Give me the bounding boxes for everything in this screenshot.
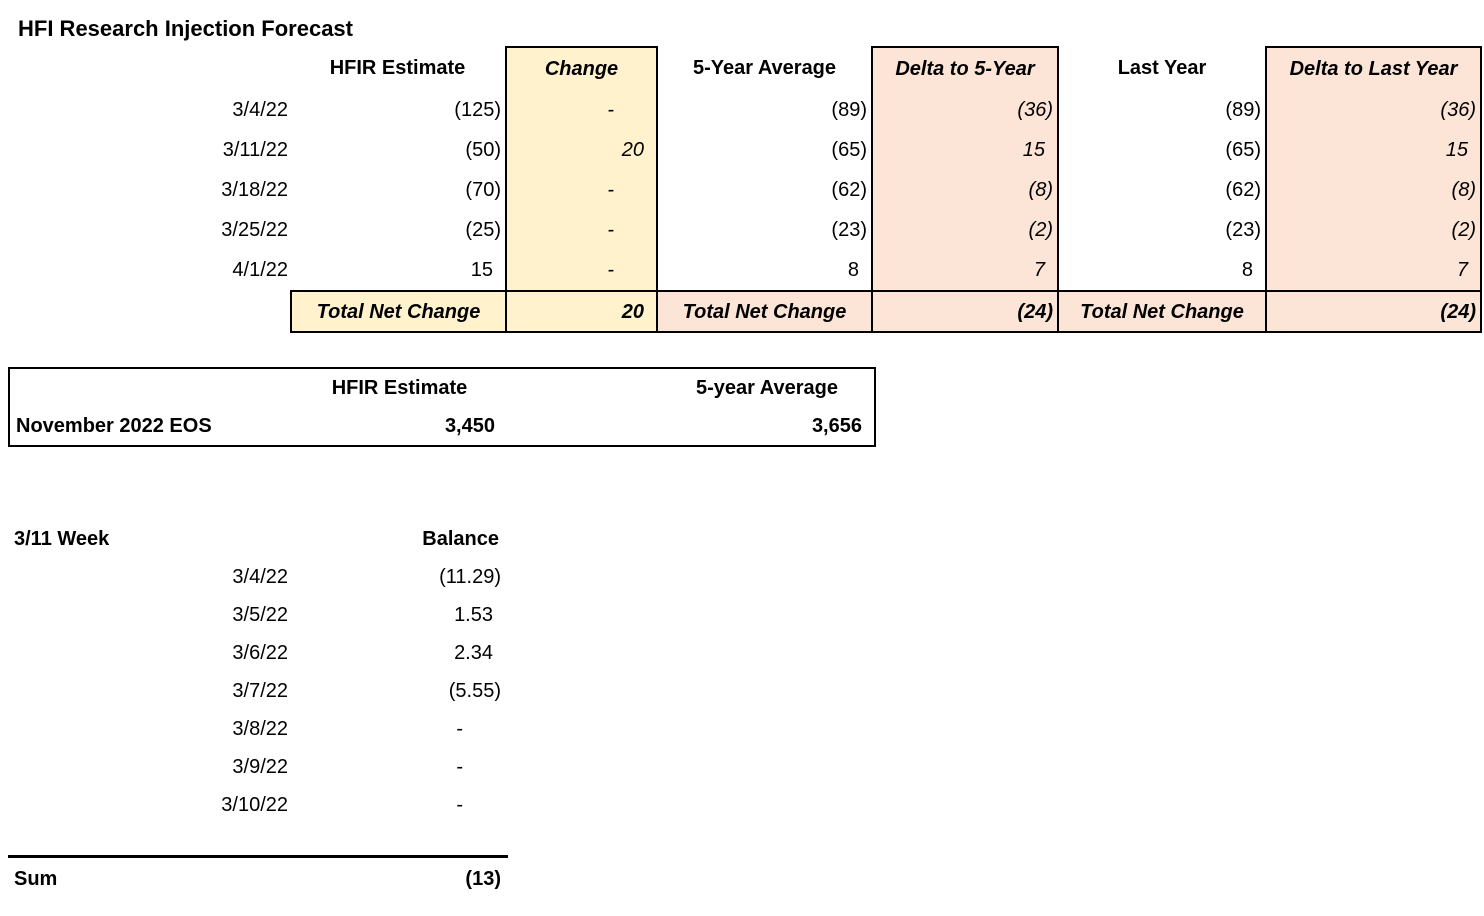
5-year-average-cell: (89) (831, 99, 867, 121)
total-net-change-value-3: (24) (1265, 290, 1482, 333)
last-year-cell: (89) (1225, 99, 1261, 121)
delta-to-last-year-cell: (8) (1265, 170, 1482, 210)
col-header-last-year: Last Year (1117, 57, 1207, 79)
delta-to-5-year-cell: (2) (871, 210, 1059, 250)
change-cell: 20 (505, 130, 658, 170)
last-year-cell: 8 (1241, 259, 1253, 281)
week-row-date: 3/7/22 (232, 680, 288, 702)
hfir-estimate-cell: (125) (454, 99, 501, 121)
eos-row-label: November 2022 EOS (16, 415, 212, 437)
5-year-average-cell: (23) (831, 219, 867, 241)
total-net-change-label-1: Total Net Change (290, 290, 505, 333)
5-year-average-cell: (65) (831, 139, 867, 161)
eos-table: HFIR Estimate 5-year Average November 20… (8, 367, 876, 447)
delta-to-5-year-cell: 15 (871, 130, 1059, 170)
hfir-estimate-cell: (50) (465, 139, 501, 161)
balance-cell: - (456, 794, 463, 816)
forecast-table: HFIR Estimate Change 5-Year Average Delt… (8, 46, 1482, 333)
week-row-date: 3/9/22 (232, 756, 288, 778)
delta-to-last-year-cell: (2) (1265, 210, 1482, 250)
total-row-spacer (8, 290, 290, 333)
col-header-change: Change (505, 46, 658, 90)
delta-to-last-year-cell: 15 (1265, 130, 1482, 170)
eos-header-5-year-average: 5-year Average (696, 377, 838, 399)
row-date: 3/4/22 (232, 99, 288, 121)
eos-spacer (507, 407, 660, 445)
total-net-change-value-1: 20 (505, 290, 658, 333)
change-cell: - (505, 210, 658, 250)
5-year-average-cell: (62) (831, 179, 867, 201)
eos-spacer (507, 369, 660, 407)
week-table-title: 3/11 Week (14, 528, 110, 550)
balance-cell: 2.34 (454, 642, 493, 664)
week-row-date: 3/8/22 (232, 718, 288, 740)
last-year-cell: (65) (1225, 139, 1261, 161)
sum-value: (13) (465, 868, 501, 890)
eos-5-year-value: 3,656 (811, 415, 862, 437)
row-date: 4/1/22 (232, 259, 288, 281)
sum-divider-line (8, 855, 508, 858)
col-header-hfir-estimate: HFIR Estimate (329, 57, 466, 79)
week-balance-table: 3/11 Week Balance 3/4/22 (11.29) 3/5/22 … (8, 520, 505, 824)
col-header-delta-to-last-year: Delta to Last Year (1265, 46, 1482, 90)
delta-to-5-year-cell: (8) (871, 170, 1059, 210)
hfir-estimate-cell: (25) (465, 219, 501, 241)
corner-cell (8, 46, 290, 90)
delta-to-5-year-cell: (36) (871, 90, 1059, 130)
balance-cell: - (456, 718, 463, 740)
sum-label: Sum (14, 868, 58, 890)
total-net-change-value-2: (24) (871, 290, 1059, 333)
balance-cell: (5.55) (448, 680, 501, 702)
balance-cell: - (456, 756, 463, 778)
col-header-5-year-average: 5-Year Average (692, 57, 837, 79)
change-cell: - (505, 90, 658, 130)
page-title: HFI Research Injection Forecast (18, 16, 353, 41)
week-row-date: 3/4/22 (232, 566, 288, 588)
row-date: 3/11/22 (222, 139, 288, 161)
last-year-cell: (62) (1225, 179, 1261, 201)
delta-to-5-year-cell: 7 (871, 250, 1059, 290)
hfir-estimate-cell: (70) (465, 179, 501, 201)
eos-header-hfir-estimate: HFIR Estimate (331, 377, 468, 399)
total-net-change-label-3: Total Net Change (1059, 290, 1265, 333)
delta-to-last-year-cell: 7 (1265, 250, 1482, 290)
5-year-average-cell: 8 (847, 259, 859, 281)
week-row-date: 3/6/22 (232, 642, 288, 664)
balance-cell: (11.29) (439, 566, 501, 588)
delta-to-last-year-cell: (36) (1265, 90, 1482, 130)
col-header-delta-to-5-year: Delta to 5-Year (871, 46, 1059, 90)
week-row-date: 3/5/22 (232, 604, 288, 626)
change-cell: - (505, 250, 658, 290)
row-date: 3/25/22 (221, 219, 288, 241)
eos-spacer (10, 369, 292, 407)
balance-column-header: Balance (422, 528, 499, 550)
hfir-estimate-cell: 15 (470, 259, 493, 281)
balance-cell: 1.53 (454, 604, 493, 626)
week-row-date: 3/10/22 (221, 794, 288, 816)
sum-row: Sum (13) (8, 860, 505, 898)
row-date: 3/18/22 (221, 179, 288, 201)
last-year-cell: (23) (1225, 219, 1261, 241)
total-net-change-label-2: Total Net Change (658, 290, 871, 333)
eos-hfir-value: 3,450 (444, 415, 495, 437)
change-cell: - (505, 170, 658, 210)
